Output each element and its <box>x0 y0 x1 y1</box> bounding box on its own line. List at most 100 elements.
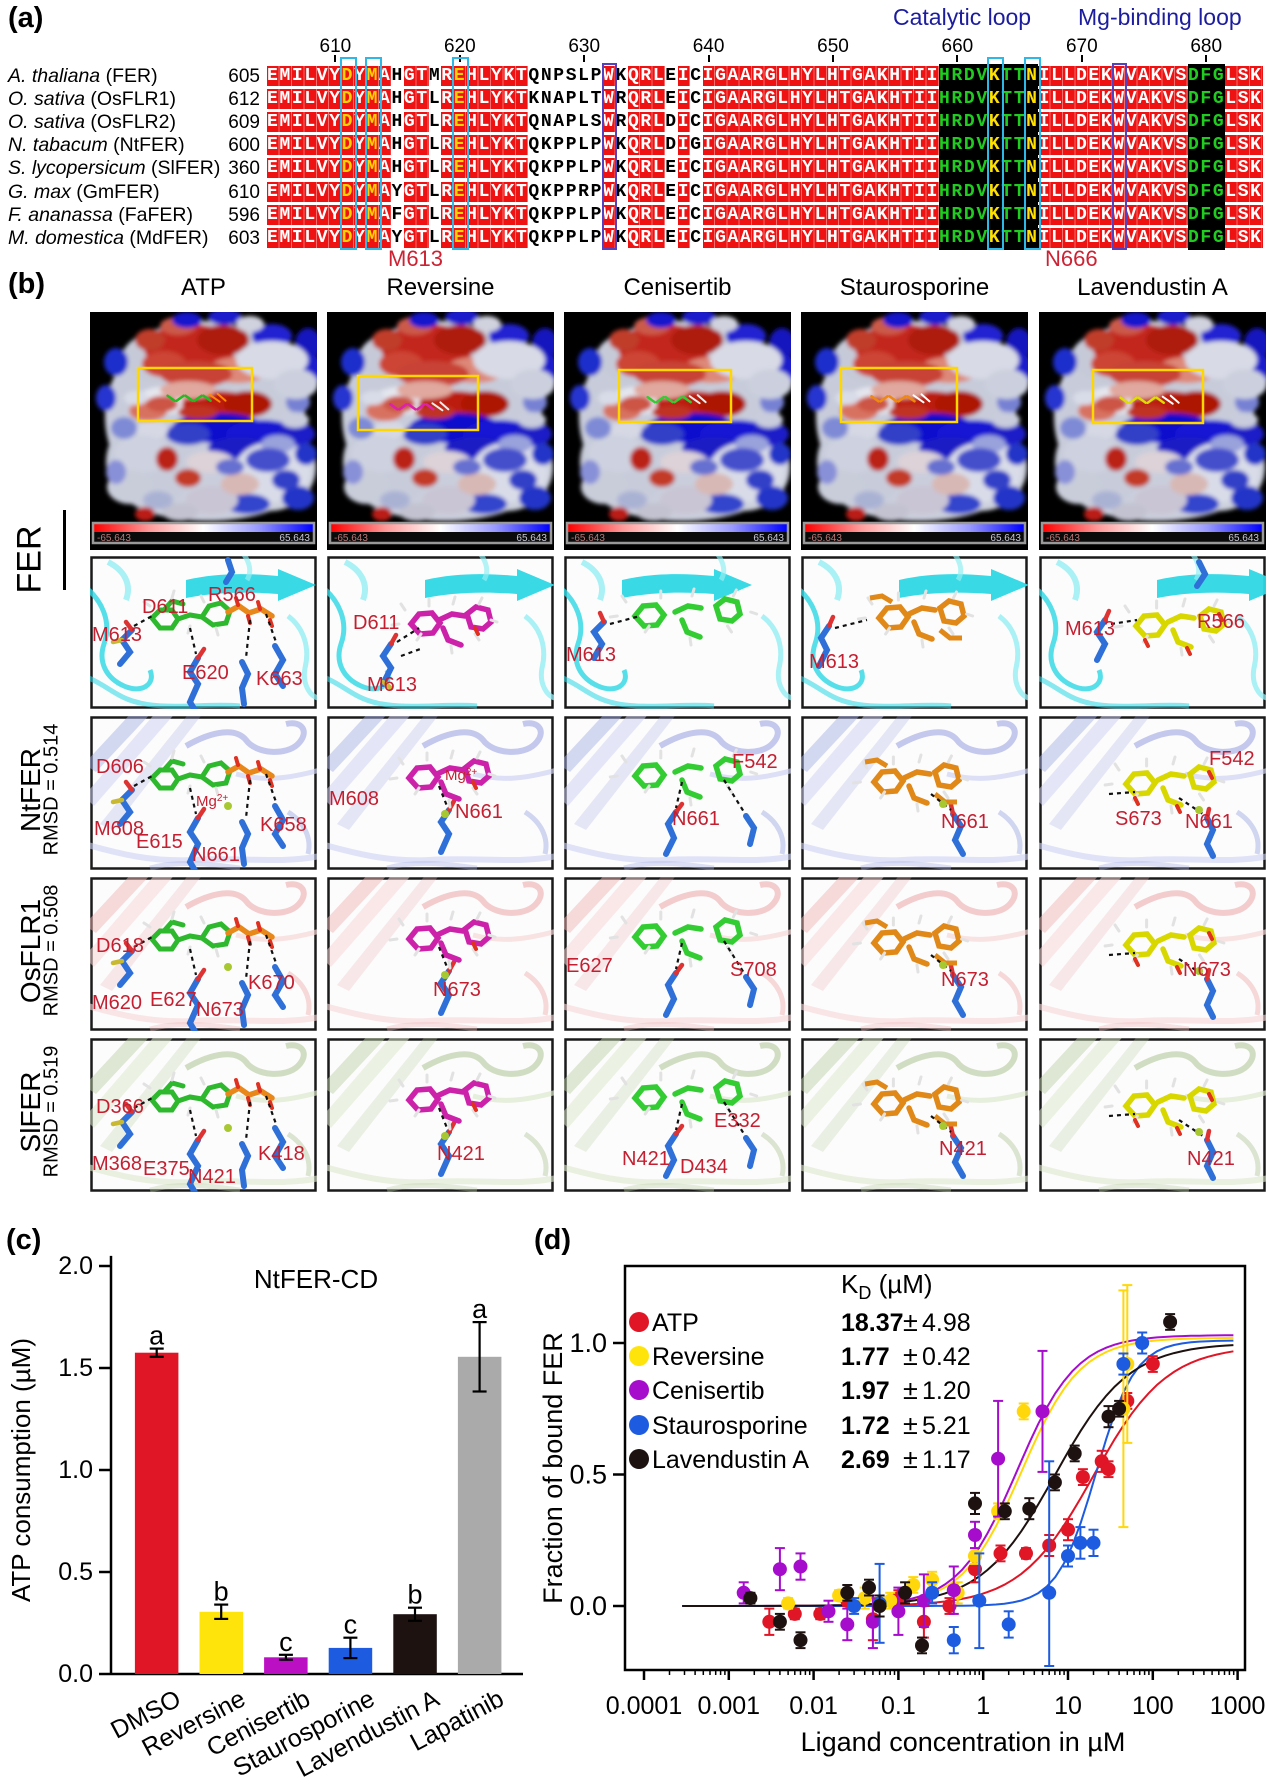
svg-text:0.0: 0.0 <box>58 1660 93 1688</box>
svg-text:0.0: 0.0 <box>569 1591 607 1621</box>
svg-text:Staurosporine: Staurosporine <box>652 1412 808 1440</box>
svg-text:±: ± <box>903 1307 918 1337</box>
svg-text:E375: E375 <box>143 1158 190 1180</box>
svg-text:4.98: 4.98 <box>922 1309 971 1337</box>
svg-text:65.643: 65.643 <box>990 533 1021 544</box>
svg-text:D434: D434 <box>680 1156 728 1178</box>
svg-text:1000: 1000 <box>1210 1692 1266 1720</box>
svg-text:1: 1 <box>976 1692 990 1720</box>
svg-text:c: c <box>344 1610 358 1640</box>
svg-text:KD (µM): KD (µM) <box>841 1269 933 1303</box>
svg-text:a: a <box>472 1294 488 1324</box>
svg-text:N421: N421 <box>188 1166 236 1188</box>
svg-text:N421: N421 <box>939 1138 987 1160</box>
svg-text:65.643: 65.643 <box>279 533 310 544</box>
svg-text:1.5: 1.5 <box>58 1354 93 1382</box>
svg-text:N673: N673 <box>941 969 989 991</box>
svg-text:1.77: 1.77 <box>841 1343 890 1371</box>
svg-text:1.20: 1.20 <box>922 1377 971 1405</box>
svg-text:Cenisertib: Cenisertib <box>652 1377 765 1405</box>
svg-text:65.643: 65.643 <box>1228 533 1259 544</box>
svg-text:5.21: 5.21 <box>922 1412 971 1440</box>
svg-text:M613: M613 <box>809 651 859 673</box>
svg-text:D606: D606 <box>96 756 144 778</box>
svg-text:R566: R566 <box>208 584 256 606</box>
svg-text:-65.643: -65.643 <box>571 533 605 544</box>
svg-text:±: ± <box>903 1444 918 1474</box>
svg-text:M620: M620 <box>92 992 142 1014</box>
svg-text:F542: F542 <box>1209 748 1255 770</box>
svg-text:-65.643: -65.643 <box>1046 533 1080 544</box>
svg-text:-65.643: -65.643 <box>97 533 131 544</box>
svg-text:-65.643: -65.643 <box>334 533 368 544</box>
svg-text:E615: E615 <box>136 831 183 853</box>
svg-text:±: ± <box>903 1410 918 1440</box>
svg-text:1.97: 1.97 <box>841 1377 890 1405</box>
svg-text:E627: E627 <box>150 989 197 1011</box>
svg-text:N661: N661 <box>672 808 720 830</box>
svg-text:K418: K418 <box>258 1143 305 1165</box>
svg-text:N661: N661 <box>455 801 503 823</box>
svg-text:±: ± <box>903 1375 918 1405</box>
svg-text:0.1: 0.1 <box>881 1692 916 1720</box>
svg-text:M608: M608 <box>94 818 144 840</box>
svg-text:D618: D618 <box>96 935 144 957</box>
svg-text:18.37: 18.37 <box>841 1309 904 1337</box>
svg-text:1.72: 1.72 <box>841 1412 890 1440</box>
svg-text:K663: K663 <box>256 668 303 690</box>
svg-text:N421: N421 <box>622 1148 670 1170</box>
svg-text:N673: N673 <box>196 999 244 1021</box>
svg-text:M608: M608 <box>329 788 379 810</box>
svg-text:M613: M613 <box>92 624 142 646</box>
svg-text:65.643: 65.643 <box>516 533 547 544</box>
svg-text:NtFER-CD: NtFER-CD <box>254 1264 378 1294</box>
svg-text:Ligand concentration in µM: Ligand concentration in µM <box>801 1727 1126 1757</box>
svg-text:N673: N673 <box>1183 959 1231 981</box>
svg-text:c: c <box>279 1627 293 1657</box>
svg-text:Fraction of bound FER: Fraction of bound FER <box>538 1332 568 1604</box>
svg-text:N661: N661 <box>1185 811 1233 833</box>
svg-text:E627: E627 <box>566 955 613 977</box>
svg-text:b: b <box>407 1580 422 1610</box>
svg-text:ATP: ATP <box>652 1309 699 1337</box>
svg-text:10: 10 <box>1054 1692 1082 1720</box>
svg-text:K670: K670 <box>248 972 295 994</box>
svg-text:2.0: 2.0 <box>58 1252 93 1280</box>
svg-text:0.5: 0.5 <box>58 1558 93 1586</box>
svg-text:D611: D611 <box>353 612 399 634</box>
svg-text:R566: R566 <box>1197 611 1245 633</box>
svg-text:S708: S708 <box>730 959 777 981</box>
svg-text:N661: N661 <box>941 811 989 833</box>
svg-text:65.643: 65.643 <box>753 533 784 544</box>
svg-text:N421: N421 <box>1187 1148 1235 1170</box>
svg-text:S673: S673 <box>1115 808 1162 830</box>
svg-text:N673: N673 <box>433 979 481 1001</box>
svg-text:0.5: 0.5 <box>569 1460 607 1490</box>
svg-text:0.01: 0.01 <box>789 1692 838 1720</box>
svg-text:Reversine: Reversine <box>652 1343 765 1371</box>
svg-text:M368: M368 <box>92 1153 142 1175</box>
svg-text:M613: M613 <box>1065 618 1115 640</box>
svg-text:E332: E332 <box>714 1110 761 1132</box>
svg-text:D611: D611 <box>142 596 188 618</box>
svg-text:ATP consumption (µM): ATP consumption (µM) <box>6 1338 36 1602</box>
svg-text:E620: E620 <box>182 662 229 684</box>
svg-text:Lavendustin A: Lavendustin A <box>652 1446 809 1474</box>
svg-text:D366: D366 <box>96 1096 144 1118</box>
svg-text:a: a <box>149 1321 165 1351</box>
svg-text:N421: N421 <box>437 1143 485 1165</box>
svg-text:0.42: 0.42 <box>922 1343 971 1371</box>
svg-text:100: 100 <box>1132 1692 1174 1720</box>
svg-text:0.001: 0.001 <box>698 1692 761 1720</box>
svg-text:K658: K658 <box>260 814 307 836</box>
svg-text:-65.643: -65.643 <box>808 533 842 544</box>
svg-text:1.0: 1.0 <box>569 1328 607 1358</box>
svg-text:b: b <box>214 1577 229 1607</box>
svg-text:1.0: 1.0 <box>58 1456 93 1484</box>
svg-text:1.17: 1.17 <box>922 1446 971 1474</box>
svg-text:M613: M613 <box>367 674 417 696</box>
svg-text:2.69: 2.69 <box>841 1446 890 1474</box>
svg-text:N661: N661 <box>192 844 240 866</box>
svg-text:M613: M613 <box>566 644 616 666</box>
svg-text:F542: F542 <box>732 751 778 773</box>
